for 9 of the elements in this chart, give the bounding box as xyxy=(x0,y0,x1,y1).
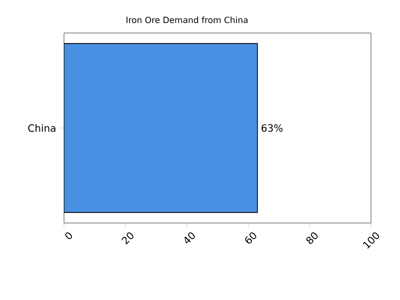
chart-title: Iron Ore Demand from China xyxy=(126,16,248,24)
x-tick-label: 20 xyxy=(122,232,134,245)
y-tick-label: China xyxy=(28,124,56,132)
x-tick-label: 0 xyxy=(65,232,72,240)
x-tick-label: 80 xyxy=(306,232,318,244)
x-tick-label: 60 xyxy=(245,232,256,244)
x-tick-label: 40 xyxy=(184,232,195,244)
x-tick-label: 100 xyxy=(362,232,380,249)
data-label: 63% xyxy=(262,124,283,132)
